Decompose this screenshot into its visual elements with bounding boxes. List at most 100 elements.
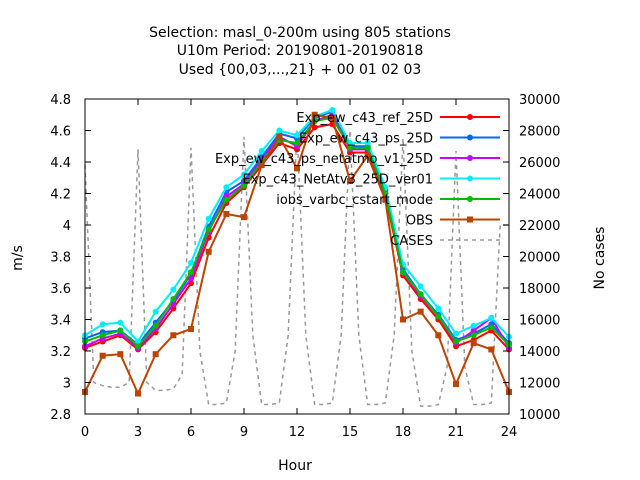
data-point: [276, 133, 283, 140]
y-tick-label: 4.4: [50, 156, 71, 171]
title-line-2: U10m Period: 20190801-20190818: [177, 43, 424, 59]
y2-tick-label: 26000: [519, 156, 560, 171]
x-tick-label: 3: [134, 425, 142, 440]
data-point: [294, 132, 300, 139]
data-point: [435, 305, 442, 312]
y2-tick-label: 28000: [519, 125, 560, 140]
data-point: [135, 343, 141, 350]
data-point: [258, 147, 265, 154]
y-tick-label: 3.8: [50, 251, 71, 266]
data-point: [188, 269, 194, 276]
y2-tick-label: 12000: [519, 377, 560, 392]
legend: Exp_ew_c43_ref_25D Exp_ew_c43_ps_25D Exp_e…: [215, 111, 500, 249]
data-point: [382, 196, 389, 203]
y2-tick-label: 20000: [519, 251, 560, 266]
data-point: [152, 351, 159, 358]
data-point: [294, 140, 300, 147]
data-point: [188, 325, 194, 332]
data-point: [223, 184, 230, 191]
y2-tick-label: 18000: [519, 282, 560, 297]
legend-marker: [467, 175, 473, 182]
x-tick-label: 9: [240, 425, 248, 440]
y-tick-label: 3.2: [50, 345, 71, 360]
data-point: [329, 107, 336, 114]
data-point: [435, 332, 442, 339]
x-axis-label: Hour: [278, 458, 312, 474]
cases-series: [84, 130, 509, 407]
data-point: [276, 127, 283, 134]
data-point: [205, 248, 212, 255]
data-point: [488, 346, 495, 353]
y-tick-label: 3: [63, 377, 71, 392]
data-point: [347, 144, 353, 151]
x-tick-label: 6: [187, 425, 195, 440]
y2-tick-label: 14000: [519, 345, 560, 360]
legend-label: Exp_ew_c43_ref_25D: [296, 111, 433, 126]
data-point: [99, 332, 106, 339]
data-point: [188, 275, 194, 282]
y2-tick-label: 30000: [519, 93, 560, 108]
data-point: [117, 351, 124, 358]
data-point: [241, 171, 247, 178]
y-tick-label: 3.4: [50, 314, 71, 329]
data-point: [135, 390, 141, 397]
y-axis-label: m/s: [10, 245, 26, 271]
data-point: [488, 324, 495, 331]
legend-label: CASES: [390, 234, 433, 249]
legend-marker: [467, 155, 473, 161]
data-point: [400, 316, 406, 323]
data-point: [99, 352, 106, 359]
data-point: [364, 144, 371, 151]
data-point: [453, 330, 459, 337]
data-point: [417, 291, 424, 298]
data-point: [364, 152, 371, 159]
data-point: [470, 340, 477, 347]
x-tick-label: 12: [289, 425, 306, 440]
data-point: [205, 226, 212, 233]
legend-marker: [467, 196, 473, 202]
series-4: [82, 114, 512, 350]
data-point: [117, 319, 124, 326]
legend-marker: [467, 114, 473, 120]
data-point: [99, 321, 106, 328]
data-point: [223, 210, 230, 217]
y2-tick-label: 24000: [519, 188, 560, 203]
data-point: [188, 259, 194, 266]
series-2: [82, 111, 512, 351]
legend-label: Exp_ew_c43_ps_netatmo_v1_25D: [215, 152, 433, 167]
y2-tick-label: 22000: [519, 219, 560, 234]
chart-title: Selection: masl_0-200m using 805 station…: [149, 25, 451, 78]
legend-label: iobs_varbc_cstart_mode: [276, 193, 433, 208]
data-point: [417, 283, 424, 290]
x-tick-label: 18: [395, 425, 412, 440]
data-point: [453, 338, 459, 345]
legend-label: OBS: [406, 214, 433, 229]
data-point: [152, 308, 159, 315]
y-tick-label: 4.2: [50, 188, 71, 203]
y2-tick-label: 10000: [519, 408, 560, 423]
cases-line: [84, 130, 509, 407]
data-point: [470, 327, 477, 334]
legend-label: Exp_ew_c43_ps_25D: [299, 132, 433, 147]
legend-marker: [467, 216, 473, 223]
data-point: [294, 165, 300, 172]
data-point: [311, 111, 318, 118]
data-point: [400, 269, 406, 276]
data-point: [329, 114, 336, 121]
title-line-3: Used {00,03,...,21} + 00 01 02 03: [179, 62, 422, 78]
data-point: [117, 327, 124, 334]
data-point: [170, 332, 177, 339]
y-tick-label: 4: [63, 219, 71, 234]
x-tick-label: 15: [342, 425, 359, 440]
x-tick-label: 24: [501, 425, 518, 440]
data-point: [311, 124, 318, 131]
x-tick-label: 21: [448, 425, 465, 440]
y-tick-label: 2.8: [50, 408, 71, 423]
data-point: [205, 215, 212, 222]
data-point: [470, 332, 477, 339]
data-point: [417, 308, 424, 315]
y2-axis-label: No cases: [592, 227, 608, 290]
data-point: [258, 162, 265, 169]
legend-label: Exp_c43_NetAtv3_25D_ver01: [242, 173, 433, 188]
